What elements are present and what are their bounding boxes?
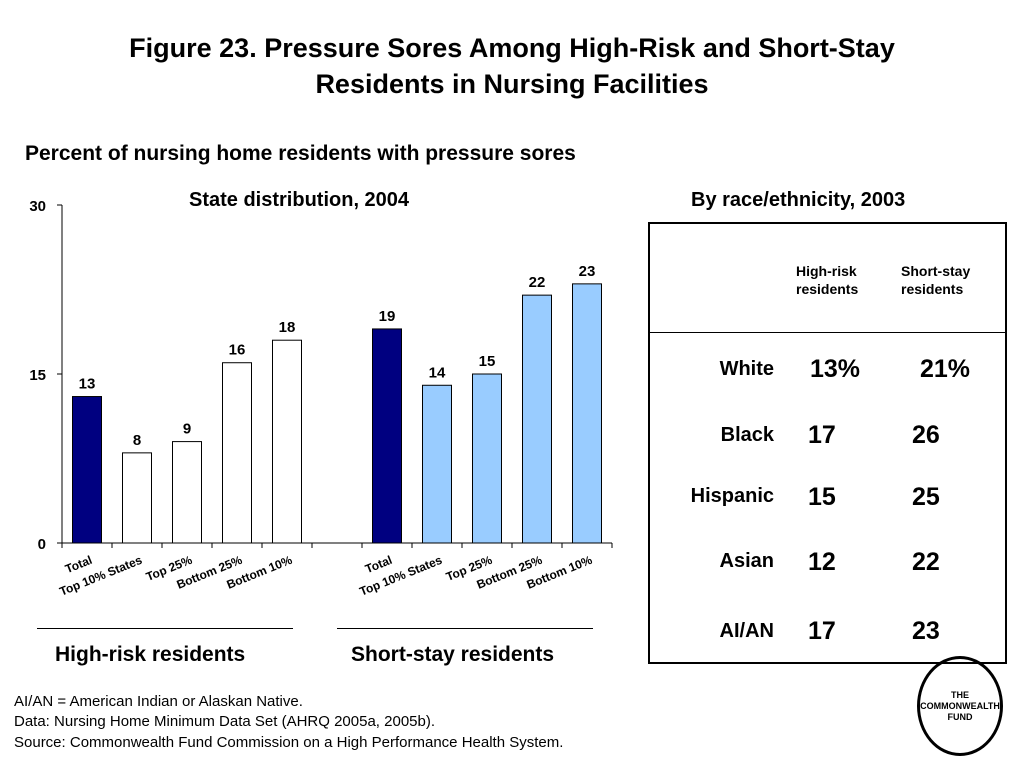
bar-value-label: 15	[479, 353, 496, 370]
bar	[72, 396, 102, 544]
table-cell-short-stay: 23	[912, 617, 940, 645]
column-header-short-stay-line-1: Short-stay	[901, 263, 971, 279]
table-cell-high-risk: 12	[808, 548, 836, 576]
table-cell-short-stay: 21%	[920, 355, 971, 383]
commonwealth-fund-logo: THE COMMONWEALTH FUND	[917, 656, 1003, 756]
bar	[422, 384, 452, 544]
group-divider-short-stay	[337, 628, 593, 629]
footnote-abbreviation: AI/AN = American Indian or Alaskan Nativ…	[14, 693, 303, 710]
table-cell-short-stay: 22	[912, 548, 940, 576]
logo-line-3: FUND	[947, 711, 973, 722]
table-cell-high-risk: 15	[808, 483, 836, 511]
bar	[472, 373, 502, 544]
table-cell-high-risk: 17	[808, 421, 836, 449]
bar	[522, 294, 552, 544]
footnote-data-source: Data: Nursing Home Minimum Data Set (AHR…	[14, 713, 436, 730]
bar-value-label: 8	[133, 432, 141, 449]
bar-value-label: 23	[579, 263, 596, 280]
table-title: By race/ethnicity, 2003	[691, 189, 906, 211]
figure-subtitle: Percent of nursing home residents with p…	[25, 142, 576, 165]
group-divider-high-risk	[37, 628, 293, 629]
bar-value-label: 16	[229, 342, 246, 359]
logo-line-2: COMMONWEALTH	[920, 700, 1000, 711]
column-header-short-stay: Short-stay residents	[901, 262, 970, 298]
bar-value-label: 13	[79, 376, 96, 393]
table-row-label: White	[719, 358, 774, 380]
logo-line-1: THE	[950, 689, 969, 700]
figure-title: Figure 23. Pressure Sores Among High-Ris…	[0, 30, 1024, 102]
table-row-label: Asian	[719, 550, 774, 572]
table-header-separator	[650, 332, 1005, 333]
column-header-high-risk: High-risk residents	[796, 262, 858, 298]
bar	[572, 283, 602, 544]
bar-value-label: 18	[279, 319, 296, 336]
table-row-label: Hispanic	[690, 485, 774, 507]
y-tick-label: 15	[29, 367, 46, 384]
y-tick-label: 30	[29, 198, 46, 215]
bar-value-label: 19	[379, 308, 396, 325]
table-cell-short-stay: 25	[912, 483, 940, 511]
bar	[372, 328, 402, 544]
table-cell-short-stay: 26	[912, 421, 940, 449]
table-row-label: AI/AN	[719, 620, 774, 642]
group-label-high-risk: High-risk residents	[55, 643, 246, 666]
y-tick-label: 0	[38, 536, 46, 553]
bar-value-label: 14	[429, 364, 446, 381]
column-header-high-risk-line-1: High-risk	[796, 263, 857, 279]
bar-value-label: 22	[529, 274, 546, 291]
column-header-short-stay-line-2: residents	[901, 281, 964, 297]
table-cell-high-risk: 13%	[810, 355, 861, 383]
column-header-high-risk-line-2: residents	[796, 281, 859, 297]
chart-title: State distribution, 2004	[189, 189, 410, 211]
bar	[122, 452, 152, 544]
bar-value-label: 9	[183, 421, 191, 438]
title-line-1: Figure 23. Pressure Sores Among High-Ris…	[129, 33, 895, 63]
bar	[172, 441, 202, 544]
footnote-source: Source: Commonwealth Fund Commission on …	[14, 734, 564, 751]
bar	[222, 362, 252, 544]
title-line-2: Residents in Nursing Facilities	[315, 69, 709, 99]
bar	[272, 339, 302, 544]
group-label-short-stay: Short-stay residents	[351, 643, 555, 666]
race-ethnicity-table: High-risk residents Short-stay residents…	[648, 222, 1007, 664]
table-row-label: Black	[720, 424, 774, 446]
table-cell-high-risk: 17	[808, 617, 836, 645]
